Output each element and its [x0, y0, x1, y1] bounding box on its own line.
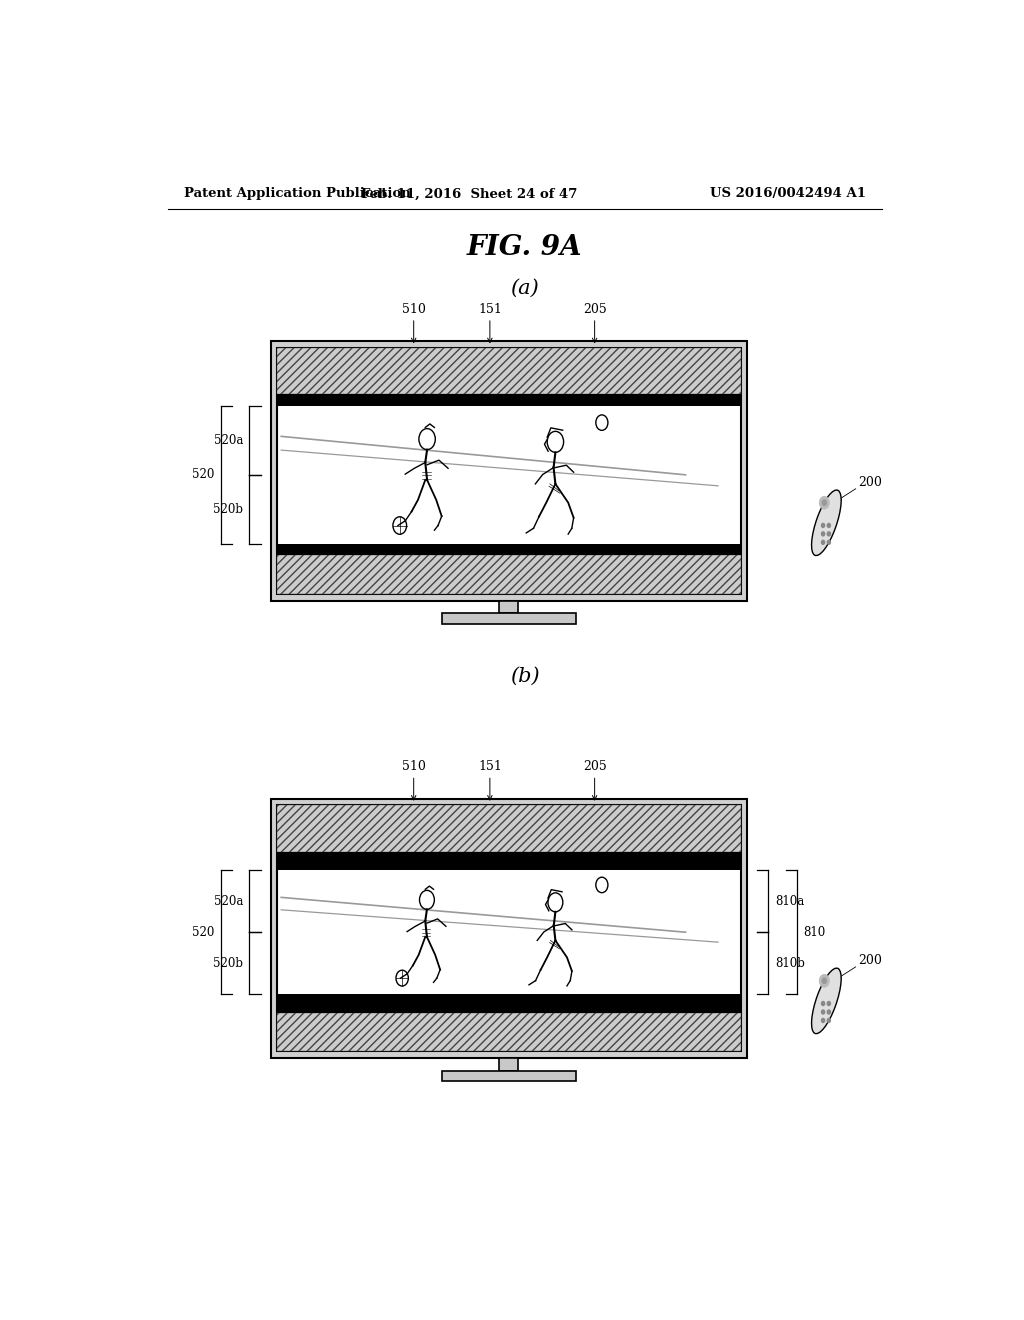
Text: (a): (a) [510, 279, 540, 298]
Text: 510: 510 [401, 304, 426, 315]
Ellipse shape [812, 490, 841, 556]
Bar [276, 348, 741, 395]
Text: 520: 520 [193, 925, 214, 939]
Circle shape [827, 524, 830, 528]
Circle shape [821, 1019, 824, 1023]
Text: 520a: 520a [214, 895, 243, 908]
Text: 810a: 810a [775, 895, 804, 908]
Circle shape [827, 1010, 830, 1014]
Text: 151: 151 [478, 760, 502, 774]
Circle shape [827, 1002, 830, 1006]
Bar [276, 851, 741, 870]
Bar [442, 1071, 575, 1081]
Circle shape [819, 974, 829, 987]
Text: 520b: 520b [213, 957, 243, 970]
Text: 205: 205 [583, 304, 606, 315]
Circle shape [821, 1010, 824, 1014]
Text: 520a: 520a [214, 434, 243, 447]
Circle shape [821, 1002, 824, 1006]
Circle shape [821, 524, 824, 528]
Text: 200: 200 [858, 954, 882, 966]
Text: 810b: 810b [775, 957, 805, 970]
Circle shape [819, 496, 829, 510]
Text: 151: 151 [478, 304, 502, 315]
Bar [276, 395, 741, 407]
Circle shape [821, 540, 824, 544]
Text: 520b: 520b [213, 503, 243, 516]
Bar [276, 556, 741, 594]
Bar [276, 805, 741, 1052]
Bar [270, 799, 748, 1057]
Circle shape [821, 532, 824, 536]
Ellipse shape [812, 968, 841, 1034]
Bar [276, 544, 741, 556]
Bar [442, 614, 575, 624]
Text: Patent Application Publication: Patent Application Publication [183, 187, 411, 201]
Text: (b): (b) [510, 668, 540, 686]
Bar [500, 601, 518, 614]
Bar [276, 348, 741, 594]
Text: Feb. 11, 2016  Sheet 24 of 47: Feb. 11, 2016 Sheet 24 of 47 [361, 187, 578, 201]
Text: 810: 810 [804, 925, 825, 939]
Bar [276, 805, 741, 851]
Text: FIG. 9A: FIG. 9A [467, 235, 583, 261]
Bar [276, 1012, 741, 1052]
Circle shape [827, 532, 830, 536]
Text: 510: 510 [401, 760, 426, 774]
Text: 520: 520 [193, 469, 214, 482]
Text: US 2016/0042494 A1: US 2016/0042494 A1 [710, 187, 866, 201]
Circle shape [822, 500, 826, 506]
Bar [500, 1057, 518, 1071]
Text: 205: 205 [583, 760, 606, 774]
Bar [270, 342, 748, 601]
Circle shape [827, 1019, 830, 1023]
Bar [276, 994, 741, 1012]
Text: 200: 200 [858, 475, 882, 488]
Circle shape [822, 978, 826, 983]
Circle shape [827, 540, 830, 544]
